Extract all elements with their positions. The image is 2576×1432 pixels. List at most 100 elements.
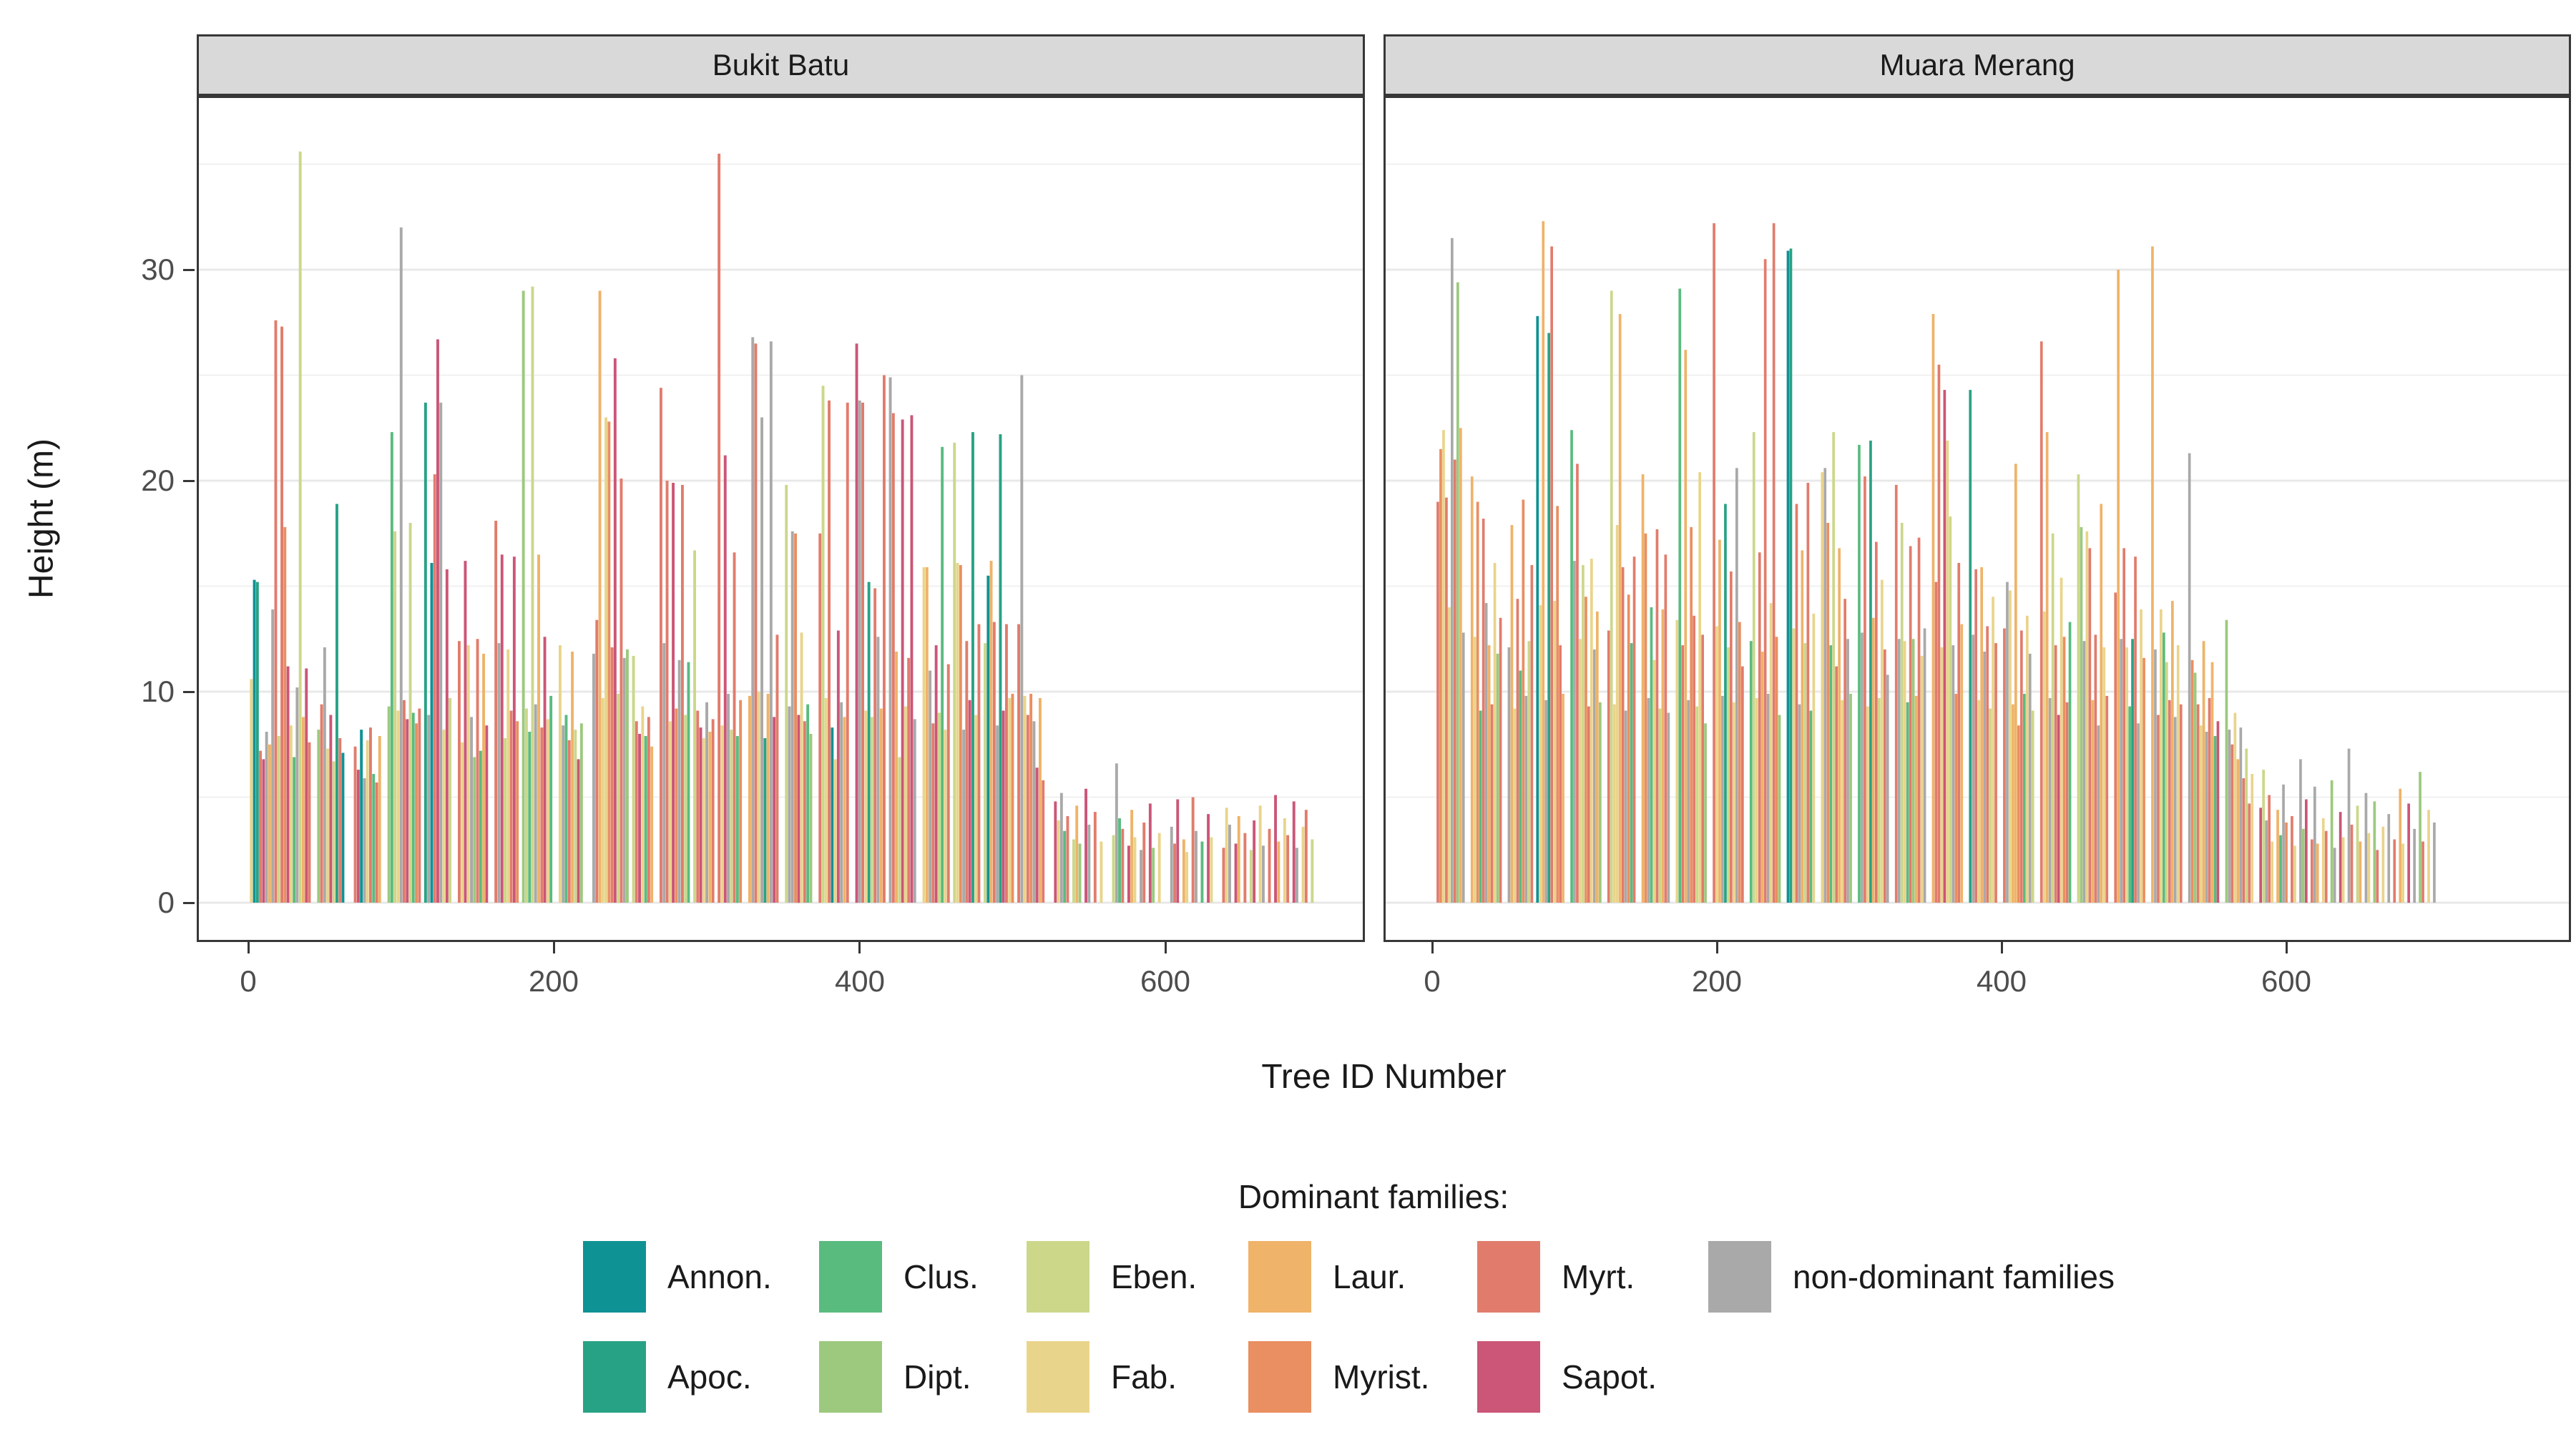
- bar: [2324, 830, 2328, 903]
- bar: [1283, 818, 1286, 903]
- bar: [797, 715, 800, 903]
- bar: [1627, 594, 1630, 903]
- bar: [1516, 599, 1519, 903]
- bar: [1652, 659, 1656, 903]
- bar: [1234, 843, 1238, 903]
- bar: [2190, 659, 2194, 903]
- bar: [1715, 626, 1718, 903]
- bar: [1866, 706, 1869, 903]
- bar: [2023, 694, 2026, 903]
- y-tick-mark: [183, 480, 195, 482]
- bar: [622, 657, 626, 903]
- bar: [549, 695, 553, 903]
- bar: [944, 730, 947, 903]
- bar: [1615, 525, 1619, 903]
- bar: [1667, 712, 1670, 903]
- bar: [1886, 675, 1889, 903]
- bar: [574, 730, 577, 903]
- bar: [1066, 816, 1069, 903]
- bar: [332, 761, 336, 903]
- bar: [2085, 531, 2089, 903]
- bar: [632, 655, 635, 903]
- bar: [406, 719, 409, 903]
- bar: [1479, 710, 1482, 903]
- bar: [577, 759, 580, 903]
- bar: [809, 734, 813, 903]
- bar: [2017, 725, 2020, 903]
- bar: [2048, 697, 2052, 903]
- bar: [479, 750, 482, 903]
- bar: [1133, 837, 1137, 903]
- bar: [760, 417, 763, 903]
- bar: [423, 402, 427, 903]
- bar: [1448, 607, 1451, 903]
- bar: [341, 752, 345, 903]
- bar: [470, 717, 473, 903]
- bar: [293, 757, 296, 903]
- bar: [353, 746, 357, 903]
- x-tick-label: 0: [1424, 964, 1441, 998]
- legend-label: Eben.: [1111, 1258, 1198, 1295]
- legend-label: Dipt.: [903, 1358, 971, 1396]
- bar: [2171, 601, 2174, 903]
- bar: [1008, 697, 1012, 903]
- bar: [2068, 622, 2072, 903]
- bar: [592, 653, 595, 903]
- bar: [338, 737, 342, 903]
- bar: [528, 732, 532, 903]
- bar: [1738, 622, 1741, 903]
- bar: [984, 643, 986, 903]
- bar: [1484, 603, 1488, 903]
- bar: [1499, 617, 1502, 903]
- bar: [873, 588, 877, 903]
- bar: [1655, 529, 1659, 903]
- bar: [436, 339, 439, 903]
- legend-key-swatch: [1477, 1241, 1540, 1313]
- bar: [369, 727, 372, 903]
- bar: [895, 652, 898, 903]
- bar: [901, 419, 904, 903]
- facet-title: Bukit Batu: [712, 48, 850, 82]
- bar: [925, 567, 929, 903]
- bar: [326, 748, 330, 903]
- bar: [2233, 712, 2237, 903]
- bar: [1191, 797, 1195, 903]
- bar: [464, 561, 467, 903]
- bar: [2387, 814, 2391, 903]
- plot-panel-bukit-batu: [197, 96, 1365, 942]
- bar: [1940, 647, 1944, 903]
- bar: [2077, 474, 2080, 903]
- bar: [720, 725, 724, 903]
- bar: [1752, 432, 1755, 903]
- bar: [711, 719, 715, 903]
- bar: [1311, 839, 1314, 903]
- x-tick-mark: [553, 942, 555, 953]
- x-tick-mark: [2286, 942, 2288, 953]
- bar: [283, 526, 287, 903]
- bar: [1741, 666, 1744, 903]
- bar: [934, 645, 938, 903]
- bar: [1559, 645, 1562, 903]
- bar: [1140, 850, 1142, 903]
- bar: [1274, 795, 1277, 903]
- bar: [907, 657, 911, 903]
- bar: [1035, 768, 1039, 903]
- bar: [1527, 641, 1531, 903]
- bar: [579, 723, 583, 903]
- bar: [512, 556, 516, 903]
- bar: [1112, 835, 1115, 903]
- bar: [2350, 824, 2354, 903]
- bar: [775, 634, 779, 903]
- bars-svg: [1384, 163, 2571, 904]
- bar: [986, 575, 990, 903]
- bar: [2157, 715, 2160, 903]
- bar: [1861, 632, 1864, 903]
- x-tick-label: 200: [528, 964, 579, 998]
- bar: [2188, 453, 2191, 903]
- bar: [1949, 516, 1952, 903]
- bar: [1621, 567, 1625, 903]
- bar: [1157, 833, 1161, 903]
- bar: [898, 757, 901, 903]
- bar: [1301, 826, 1305, 903]
- bar: [763, 737, 767, 903]
